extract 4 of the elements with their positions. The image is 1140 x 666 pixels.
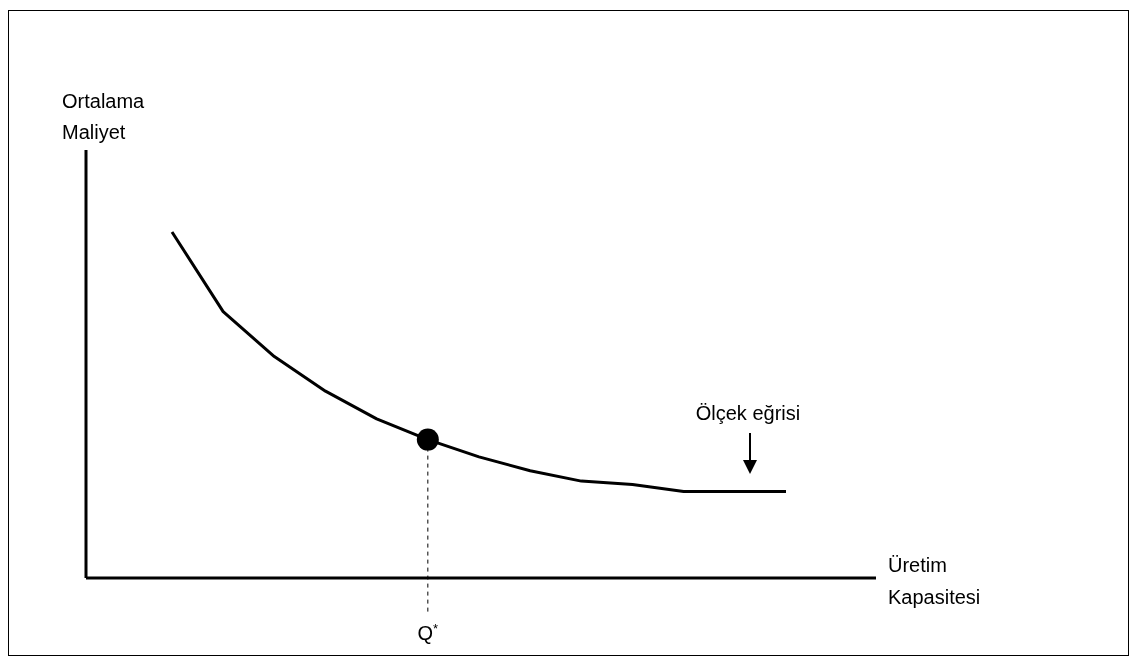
annotation: Q$^{*}$ [417, 620, 439, 644]
annotation: Ölçek eğrisi [695, 402, 801, 424]
x-axis-title: Üretim Kapasitesi [888, 554, 981, 608]
y-axis-title: Ortalama Maliyet [62, 90, 146, 143]
